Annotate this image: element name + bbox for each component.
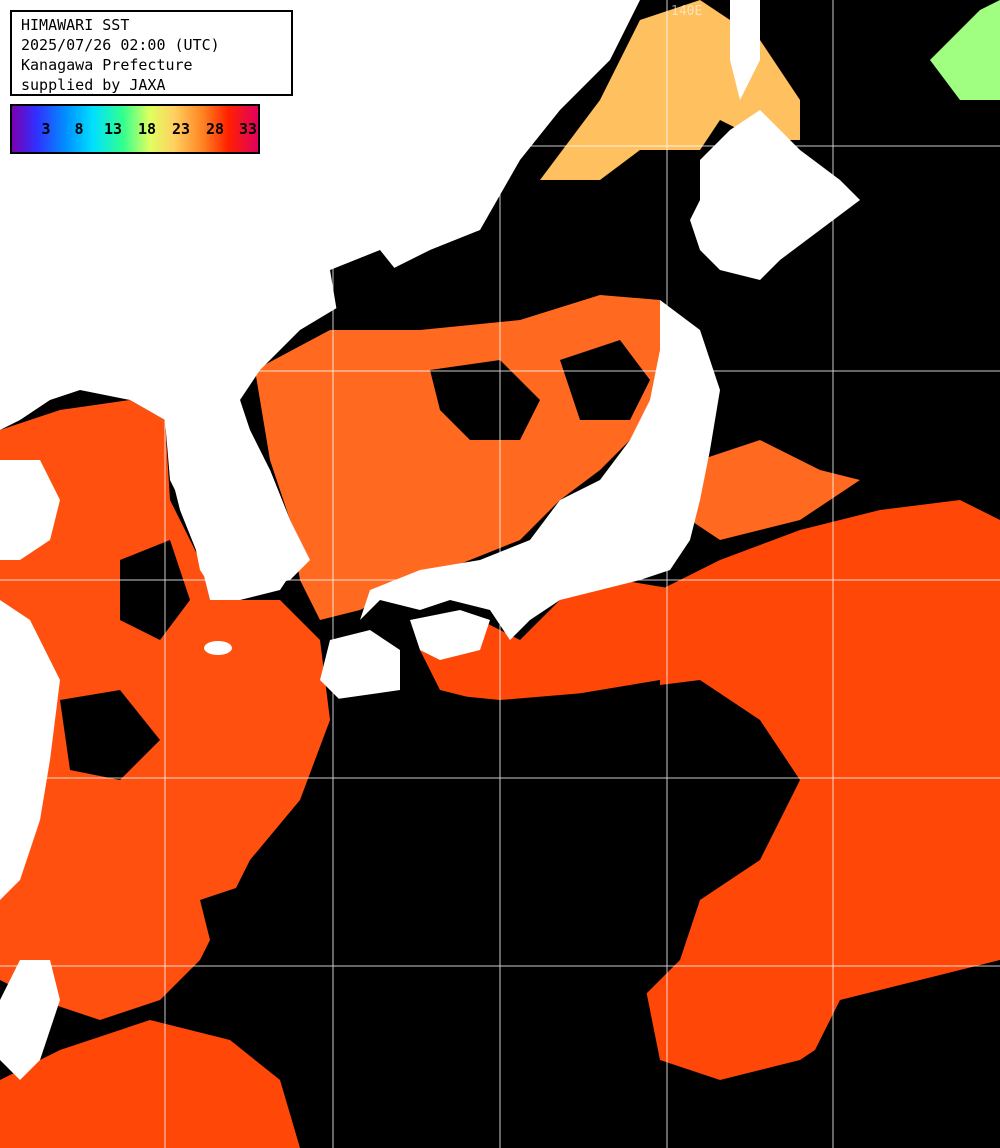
- lat-30-label: 30N: [14, 760, 38, 775]
- land-honshu: [360, 300, 720, 640]
- lat-40-label: 40N: [14, 352, 38, 367]
- sea-japan-sea: [255, 295, 665, 620]
- land-china-coast: [0, 460, 60, 560]
- land-korea: [165, 400, 300, 600]
- land-sakhalin: [730, 0, 760, 100]
- land-oki: [398, 124, 422, 160]
- lon-140-label: 140E: [671, 4, 703, 19]
- legend-tick: 18: [137, 120, 157, 138]
- land-taiwan: [0, 960, 60, 1080]
- legend-tick: 33: [238, 120, 258, 138]
- title-box: HIMAWARI SST 2025/07/26 02:00 (UTC) Kana…: [10, 10, 293, 96]
- temperature-colorbar: 3 8 13 18 23 28 33: [10, 104, 260, 154]
- legend-tick: 23: [171, 120, 191, 138]
- sea-south-patch: [0, 1020, 300, 1148]
- title-line-product: HIMAWARI SST: [21, 16, 130, 34]
- legend-tick: 28: [205, 120, 225, 138]
- sea-okhotsk-cool: [930, 0, 1000, 100]
- legend-tick: 8: [74, 120, 84, 138]
- cloud-cover: [60, 250, 1000, 1148]
- land-china-south: [0, 600, 60, 900]
- sea-shikoku-coast: [420, 580, 700, 700]
- land-hokkaido: [690, 110, 860, 280]
- land-east-china-island: [0, 690, 20, 750]
- title-line-region: Kanagawa Prefecture: [21, 56, 193, 74]
- title-line-source: supplied by JAXA: [21, 76, 166, 94]
- legend-tick: 13: [103, 120, 123, 138]
- land-jeju: [204, 641, 232, 655]
- legend-tick: 3: [41, 120, 51, 138]
- sea-pacific-south: [640, 500, 1000, 1080]
- title-line-timestamp: 2025/07/26 02:00 (UTC): [21, 36, 220, 54]
- land-shikoku: [410, 610, 490, 660]
